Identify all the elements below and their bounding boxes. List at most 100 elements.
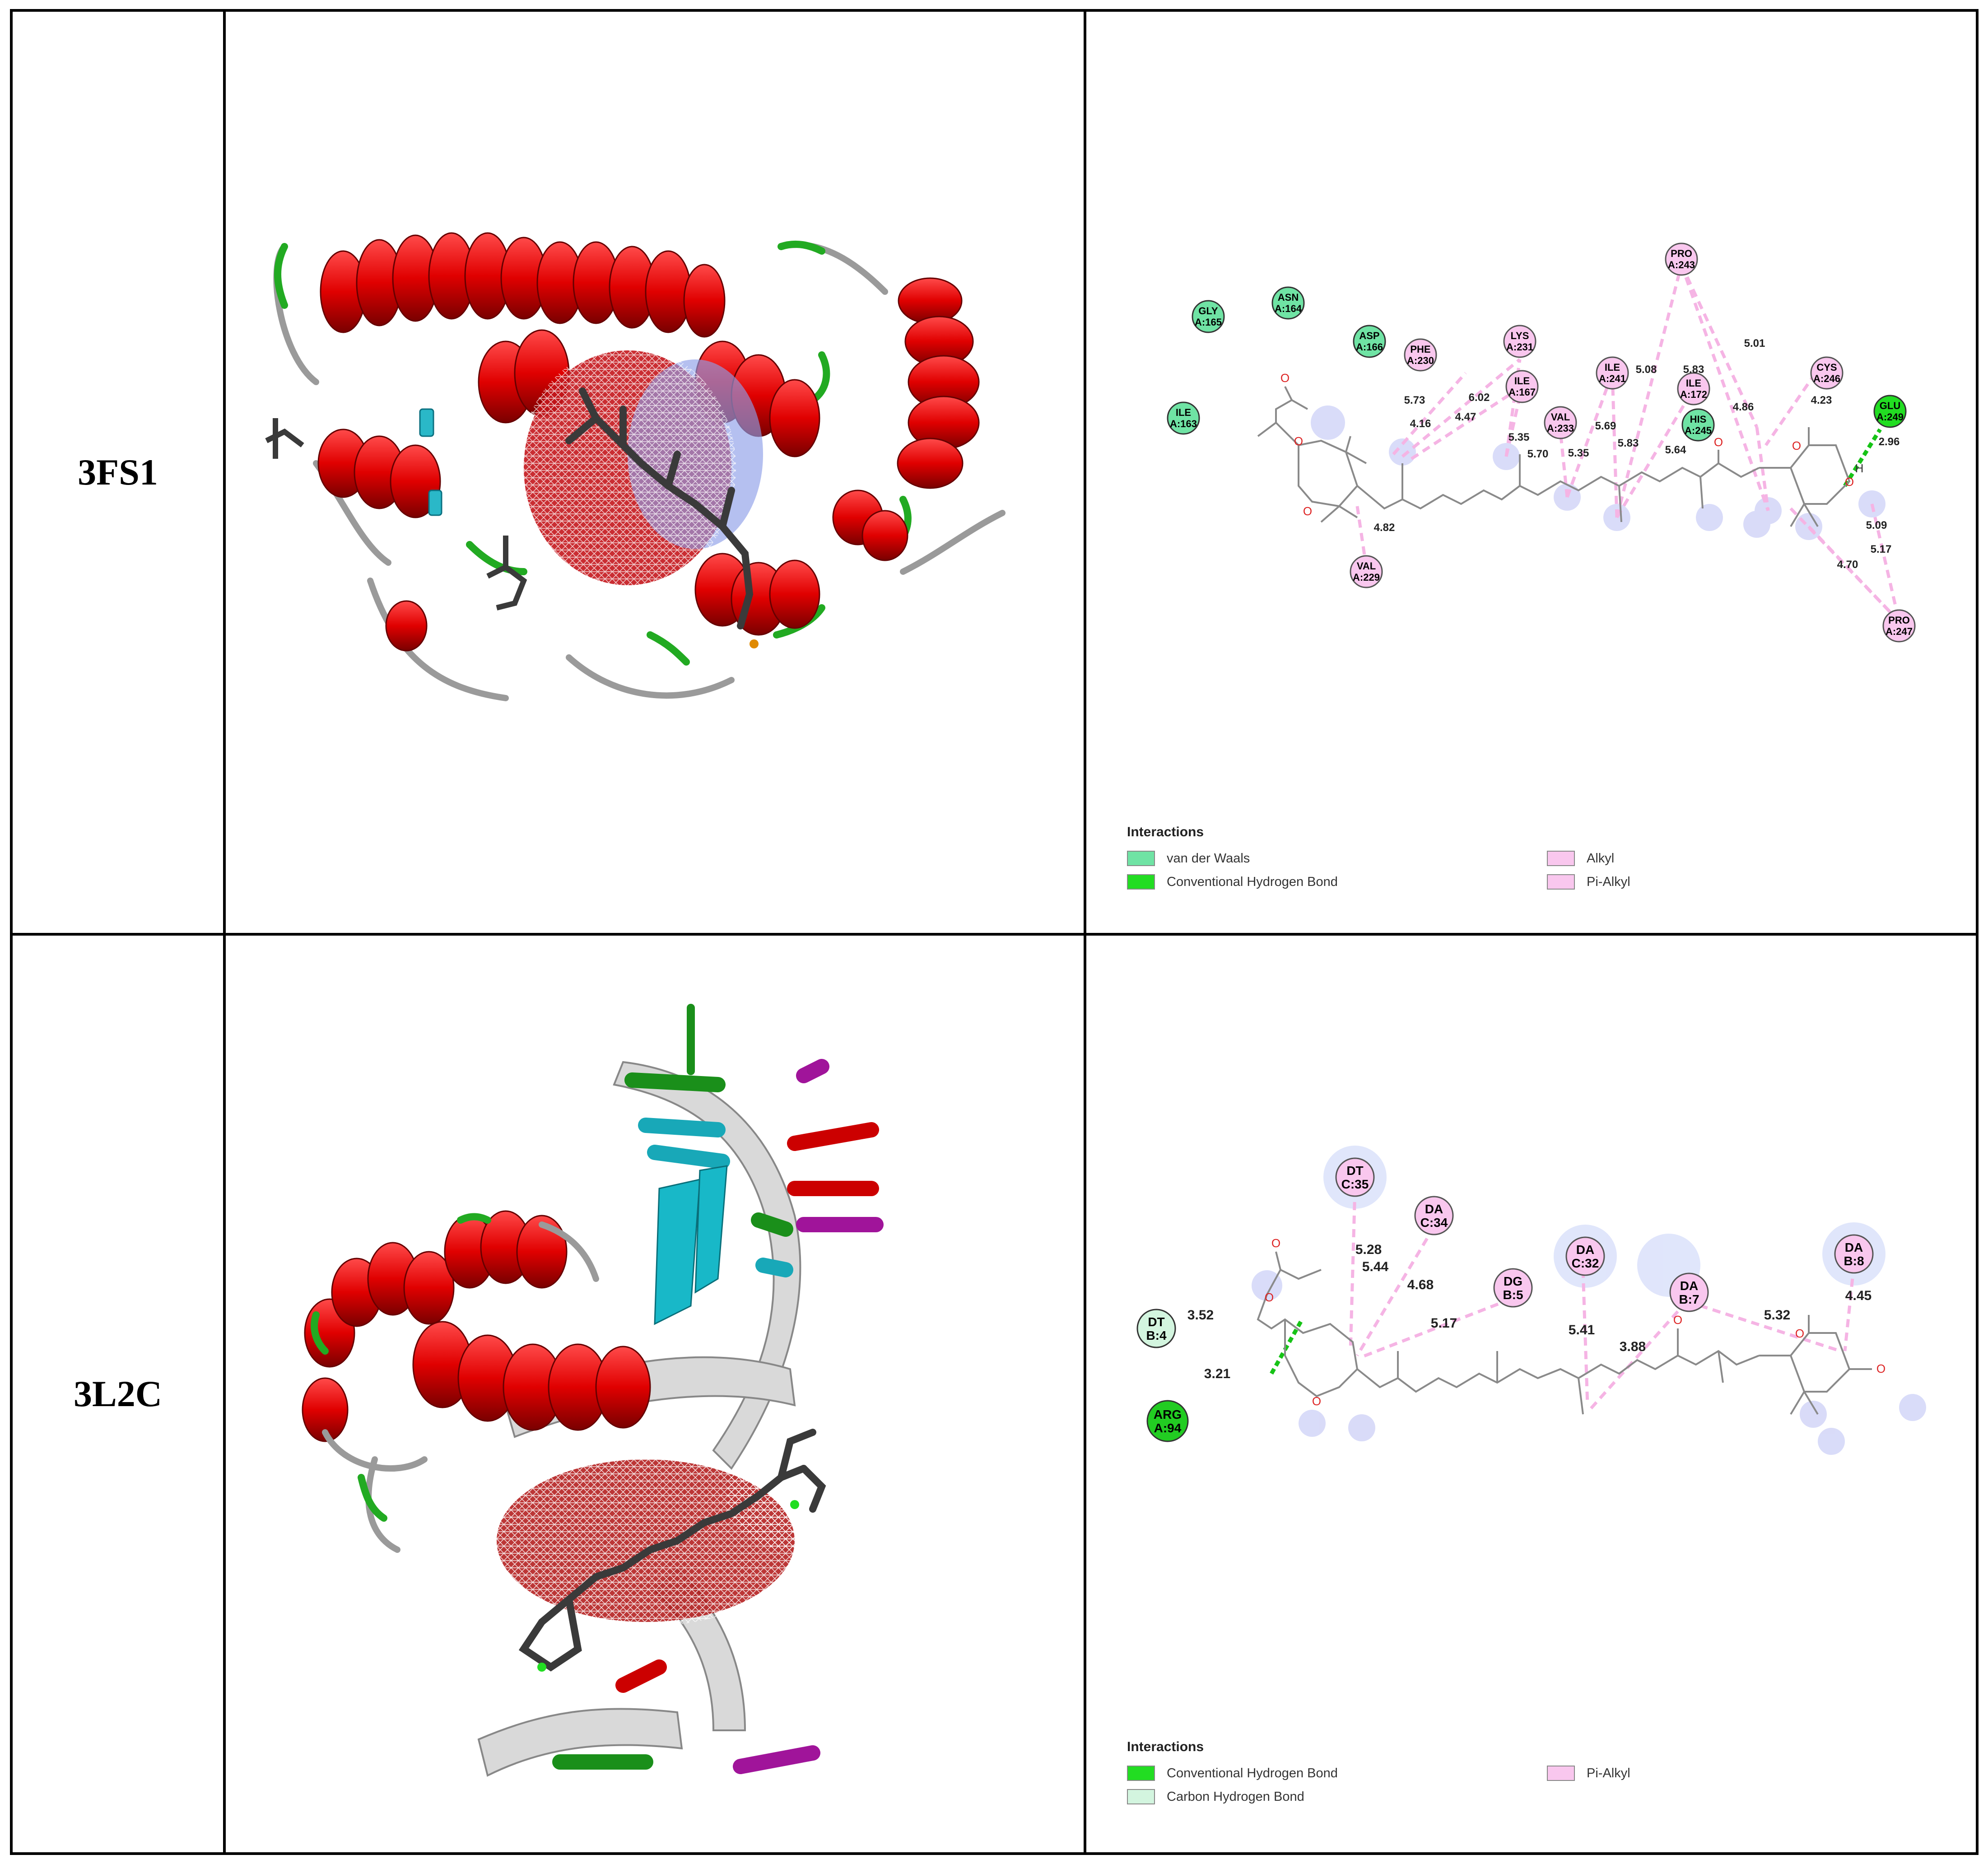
svg-text:4.47: 4.47 [1455,411,1476,423]
legend-item-pi-alkyl: Pi-Alkyl [1547,874,1630,890]
distance-labels: 5.28 5.44 4.68 5.17 5.41 3.88 5.32 4.45 … [1187,1242,1872,1381]
svg-text:O: O [1280,371,1290,385]
residue-da-c34: DAC:34 [1414,1196,1454,1235]
svg-text:A:167: A:167 [1508,387,1536,398]
svg-text:5.44: 5.44 [1362,1259,1389,1274]
svg-text:O: O [1673,1313,1682,1327]
svg-text:4.16: 4.16 [1410,418,1431,430]
residue-da-b7: DAB:7 [1669,1272,1709,1312]
results-table: 3FS1 3L2C [10,9,1979,1855]
svg-text:O: O [1845,475,1854,489]
residue-dt-c35: DTC:35 [1335,1157,1375,1197]
svg-text:DA: DA [1576,1243,1594,1257]
svg-text:A:233: A:233 [1547,423,1574,434]
svg-text:DT: DT [1148,1315,1164,1329]
svg-text:5.01: 5.01 [1744,337,1765,350]
legend-swatch [1127,874,1155,890]
svg-text:H: H [1855,461,1864,475]
row-divider [13,933,1976,936]
svg-text:A:164: A:164 [1275,303,1302,314]
svg-text:DT: DT [1346,1164,1363,1178]
interaction-2d-diagram: O O O O O O DTC:35 DAC:34 DGB:5 DAC:32 D… [1136,1146,1926,1455]
svg-text:VAL: VAL [1551,411,1570,423]
column-divider [1084,12,1086,1852]
ligand-sticks [565,387,754,629]
svg-text:O: O [1792,439,1801,452]
svg-text:5.17: 5.17 [1431,1316,1457,1331]
legend-swatch [1547,1766,1575,1781]
ligand-sticks [518,1429,826,1672]
svg-text:5.73: 5.73 [1404,394,1425,406]
svg-text:VAL: VAL [1357,560,1376,572]
svg-text:ASN: ASN [1278,292,1299,303]
svg-text:3.21: 3.21 [1204,1366,1230,1381]
svg-text:5.41: 5.41 [1569,1323,1595,1337]
legend-swatch [1547,851,1575,866]
svg-text:C:34: C:34 [1420,1216,1448,1230]
legend-item-conventional-hydrogen-bond: Conventional Hydrogen Bond [1127,874,1338,890]
svg-text:A:230: A:230 [1407,355,1434,366]
svg-text:PRO: PRO [1671,248,1692,259]
distance-labels: 5.73 4.16 6.02 4.47 5.35 5.70 5.69 5.35 … [1374,337,1900,571]
svg-text:5.28: 5.28 [1355,1242,1382,1257]
svg-text:3.88: 3.88 [1620,1339,1646,1354]
legend-swatch [1547,874,1575,890]
legend-item-conventional-hydrogen-bond: Conventional Hydrogen Bond [1127,1766,1338,1781]
svg-text:C:32: C:32 [1572,1256,1599,1270]
svg-text:HIS: HIS [1690,414,1707,425]
svg-text:DA: DA [1680,1279,1698,1293]
svg-text:5.08: 5.08 [1636,363,1657,376]
legend-title: Interactions [1127,1739,1204,1754]
legend-swatch [1127,1766,1155,1781]
svg-text:5.35: 5.35 [1508,431,1530,443]
svg-text:5.69: 5.69 [1595,420,1616,432]
svg-text:O: O [1303,504,1312,518]
svg-text:5.83: 5.83 [1683,363,1704,376]
svg-text:LYS: LYS [1511,330,1529,341]
svg-text:3.52: 3.52 [1187,1308,1214,1323]
svg-text:A:241: A:241 [1599,373,1626,384]
svg-text:B:4: B:4 [1146,1328,1167,1342]
protein-3d-view-3fs1 [226,12,1084,933]
svg-text:O: O [1714,435,1723,449]
legend-item-van-der-waals: van der Waals [1127,851,1250,866]
svg-text:O: O [1312,1394,1321,1408]
legend-swatch [1127,1789,1155,1804]
svg-text:A:231: A:231 [1506,341,1533,353]
svg-text:5.70: 5.70 [1527,448,1549,460]
svg-text:2.96: 2.96 [1879,436,1900,448]
column-divider [223,12,226,1852]
svg-text:4.68: 4.68 [1407,1277,1434,1292]
svg-text:B:5: B:5 [1503,1288,1523,1302]
svg-text:A:94: A:94 [1154,1421,1182,1435]
svg-text:4.45: 4.45 [1845,1288,1872,1303]
svg-text:GLU: GLU [1880,400,1900,411]
svg-text:A:246: A:246 [1813,373,1840,384]
svg-text:A:245: A:245 [1685,425,1712,436]
legend-item-pi-alkyl: Pi-Alkyl [1547,1766,1630,1781]
svg-text:A:243: A:243 [1668,259,1695,270]
svg-text:CYS: CYS [1816,362,1837,373]
interaction-diagram-3fs1: O O O O O O H GLY A:165 ASN A:164 ASP A:166… [1086,12,1976,933]
svg-text:PRO: PRO [1888,615,1910,626]
svg-text:C:35: C:35 [1341,1177,1369,1191]
protein-ribbon-image [265,232,1006,701]
svg-text:PHE: PHE [1410,344,1430,355]
svg-text:4.23: 4.23 [1811,394,1832,406]
svg-text:A:172: A:172 [1680,389,1707,400]
ligand-skeleton [1257,386,1851,527]
svg-text:O: O [1876,1362,1886,1375]
